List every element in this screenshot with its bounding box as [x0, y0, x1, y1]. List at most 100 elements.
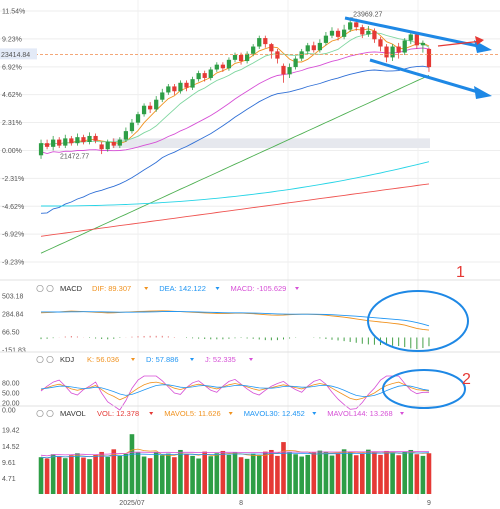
macd-y-tick-label: 66.50 [2, 330, 20, 337]
annotation-overlay: 12 [344, 16, 492, 409]
volume-bar [366, 449, 371, 494]
volume-bar [184, 454, 189, 494]
volume-bar [81, 457, 86, 494]
candle [396, 46, 401, 53]
candle [226, 59, 232, 69]
legend-arrow-icon [249, 358, 253, 361]
candle [160, 92, 165, 100]
candle [202, 73, 207, 78]
y-tick-label: -6.92% [2, 232, 24, 239]
close-icon [46, 355, 54, 364]
candle [111, 141, 116, 146]
volume-bar [44, 458, 50, 494]
x-tick-label: 9 [427, 500, 431, 507]
candle [257, 38, 262, 47]
close-icon [46, 409, 54, 418]
trend-arrow-upper [344, 16, 479, 48]
volume-bar [135, 452, 141, 494]
candle [184, 82, 189, 88]
volume-bar [293, 454, 298, 494]
volume-bar [396, 455, 401, 494]
candle [196, 73, 201, 80]
macd-legend-macd: MACD: -105.629 [231, 284, 287, 293]
legend-arrow-icon [131, 358, 135, 361]
legend-arrow-icon [190, 358, 194, 361]
high-annotation: 23969.27 [353, 12, 382, 19]
mavol-legend-mavol5: MAVOL5: 11.626 [164, 409, 220, 418]
volume-bar [341, 449, 347, 494]
candle [384, 46, 389, 58]
volume-bar [172, 457, 177, 494]
x-tick-label: 2025/07 [119, 500, 144, 507]
kdj-y-tick-label: 0.00 [2, 408, 16, 415]
volume-bar [123, 453, 129, 494]
volume-bar [275, 455, 280, 494]
volume-bar [244, 458, 250, 494]
volume-bar [390, 453, 395, 494]
kdj-y-tick-label: 20.00 [2, 401, 20, 408]
volume-bar [287, 452, 292, 494]
candle [402, 40, 407, 53]
highlight-band [112, 138, 430, 149]
kdj-legend-k: K: 56.036 [87, 355, 119, 364]
volume-bar [329, 455, 335, 494]
candle [299, 51, 304, 59]
k-line [40, 381, 430, 401]
candle [44, 143, 50, 147]
macd-y-tick-label: -151.83 [2, 348, 26, 355]
volume-bar [311, 452, 317, 494]
vol-y-tick-label: 19.42 [2, 428, 20, 435]
candle [178, 82, 183, 92]
settings-icon [36, 409, 44, 418]
volume-bar [111, 449, 117, 494]
volume-bar [256, 455, 262, 494]
volume-panel: MAVOL VOL: 12.378 MAVOL5: 11.626 MAVOL30: 1… [0, 405, 500, 494]
candle [105, 141, 110, 150]
annotation-label-2: 2 [462, 371, 471, 388]
kdj-legend-j: J: 52.335 [205, 355, 236, 364]
macd-title: MACD [60, 284, 83, 293]
macd-panel: MACD DIF: 89.307 DEA: 142.122 MACD: -105.62… [0, 279, 500, 355]
candle [329, 30, 335, 36]
ma-long-cyan-line [41, 161, 430, 207]
x-tick-label: 8 [239, 500, 243, 507]
macd-y-tick-label: 503.18 [2, 294, 24, 301]
volume-bar [220, 450, 226, 494]
legend-arrow-icon [400, 412, 404, 415]
candle [420, 42, 426, 46]
candle [69, 138, 74, 144]
volume-bar [323, 451, 329, 494]
volume-bar [378, 454, 383, 494]
volume-bar [190, 455, 195, 494]
volume-bar [335, 453, 341, 494]
low-annotation: 21472.77 [60, 153, 89, 160]
kdj-title: KDJ [60, 355, 74, 364]
ma-long-green-line [40, 74, 430, 254]
candle [360, 27, 365, 35]
volume-bar [117, 455, 123, 494]
close-icon [46, 284, 54, 293]
volume-bar [153, 452, 159, 494]
candle [93, 135, 98, 141]
candle [354, 22, 359, 28]
volume-bar [178, 449, 183, 494]
settings-icon [36, 355, 44, 364]
volume-bar [99, 451, 104, 494]
volume-bar [250, 453, 256, 494]
candle [81, 137, 86, 142]
volume-bar [359, 453, 365, 494]
y-tick-label: 9.23% [2, 36, 22, 43]
volume-bar [62, 458, 68, 494]
mavol-legend-mavol30: MAVOL30: 12.452 [244, 409, 305, 418]
macd-legend-dea: DEA: 142.122 [159, 284, 206, 293]
trend-arrow-lower [369, 58, 479, 94]
volume-bar [38, 457, 44, 494]
candle [38, 143, 44, 156]
legend-arrow-icon [149, 412, 154, 415]
ma10-line [40, 32, 430, 146]
volume-bar [402, 451, 408, 494]
volume-bar [208, 456, 214, 494]
volume-bar [147, 458, 153, 494]
dif-line [40, 310, 430, 331]
candle [372, 30, 377, 40]
